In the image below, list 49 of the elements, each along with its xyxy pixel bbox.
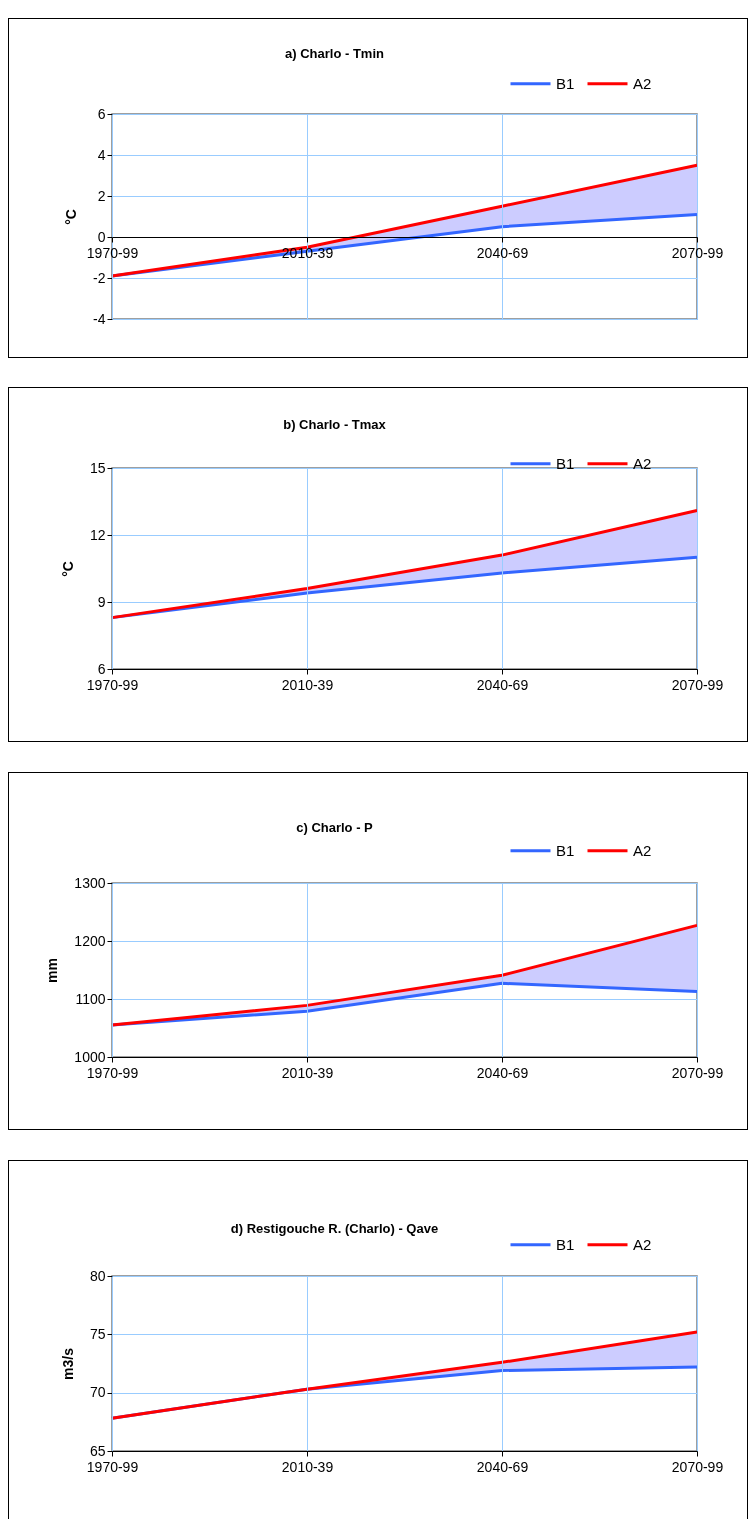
x-tick-label: 2070-99: [671, 244, 724, 261]
chart-title: b) Charlo - Tmax: [283, 417, 387, 432]
y-tick-label: 70: [89, 1384, 106, 1401]
legend-label: A2: [633, 454, 652, 472]
y-tick-label: 1000: [74, 1048, 106, 1065]
x-tick-label: 1970-99: [86, 1064, 139, 1081]
y-tick-label: 4: [97, 146, 106, 163]
legend-label: B1: [556, 1235, 575, 1253]
y-tick-label: 80: [89, 1267, 106, 1284]
legend-label: B1: [556, 74, 575, 92]
x-tick-label: 2070-99: [671, 1064, 724, 1081]
y-tick-label: 6: [97, 105, 106, 122]
y-tick-label: 1200: [74, 932, 106, 949]
x-tick-label: 2010-39: [281, 676, 334, 693]
y-tick-label: 0: [97, 228, 106, 245]
legend-label: A2: [633, 74, 652, 92]
x-tick-label: 2040-69: [476, 1064, 529, 1081]
y-tick-label: 65: [89, 1442, 106, 1459]
y-tick-label: -2: [93, 269, 106, 286]
legend-label: B1: [556, 454, 575, 472]
y-tick-label: -4: [93, 310, 106, 327]
x-tick-label: 2010-39: [281, 1064, 334, 1081]
y-tick-label: 9: [97, 593, 106, 610]
y-tick-label: 2: [97, 187, 106, 204]
y-axis-title: mm: [44, 958, 61, 983]
y-axis-title: °C: [63, 209, 80, 225]
legend-label: A2: [633, 1235, 652, 1253]
chart-title: d) Restigouche R. (Charlo) - Qave: [230, 1221, 439, 1236]
chart-title: a) Charlo - Tmin: [285, 46, 385, 61]
x-tick-label: 1970-99: [86, 1458, 139, 1475]
x-tick-label: 2040-69: [476, 676, 529, 693]
y-tick-label: 15: [89, 459, 106, 476]
x-tick-label: 2070-99: [671, 676, 724, 693]
y-tick-label: 75: [89, 1325, 106, 1342]
legend-label: A2: [633, 841, 652, 859]
legend-label: B1: [556, 841, 575, 859]
y-tick-label: 1300: [74, 874, 106, 891]
x-tick-label: 1970-99: [86, 244, 139, 261]
y-tick-label: 6: [97, 660, 106, 677]
x-tick-label: 2010-39: [281, 1458, 334, 1475]
x-tick-label: 1970-99: [86, 676, 139, 693]
chart-title: c) Charlo - P: [296, 820, 374, 835]
x-tick-label: 2040-69: [476, 244, 529, 261]
x-tick-label: 2070-99: [671, 1458, 724, 1475]
y-axis-title: °C: [59, 561, 76, 577]
y-tick-label: 12: [89, 526, 106, 543]
x-tick-label: 2040-69: [476, 1458, 529, 1475]
y-tick-label: 1100: [75, 990, 106, 1007]
y-axis-title: m3/s: [59, 1347, 76, 1380]
